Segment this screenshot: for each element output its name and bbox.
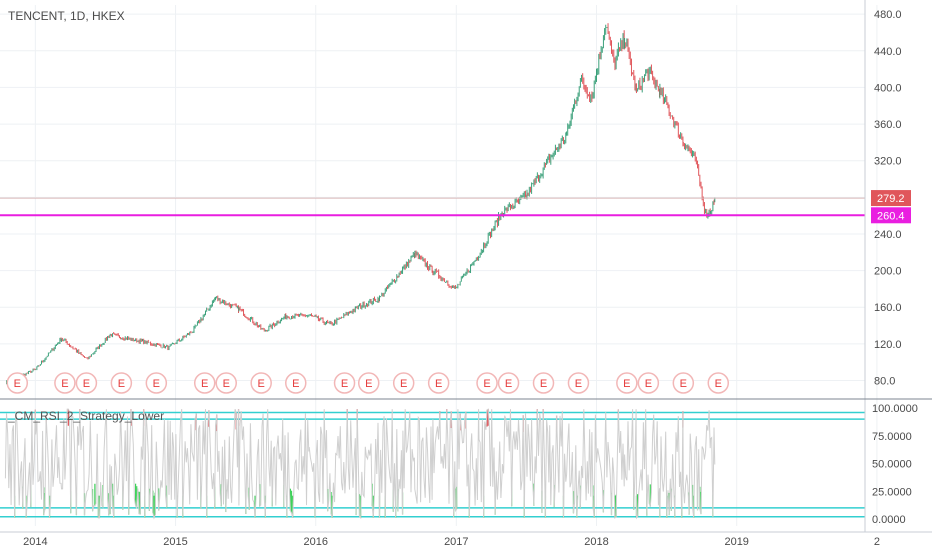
earnings-marker-circle — [54, 372, 76, 394]
price-tick-label: 320.0 — [874, 156, 902, 168]
rsi-tick-label: 0.0000 — [872, 514, 906, 526]
earnings-marker: E — [6, 372, 29, 394]
last-price-tag-label: 279.2 — [877, 193, 905, 205]
earnings-marker-circle — [193, 372, 216, 394]
earnings-marker-label: E — [258, 378, 265, 390]
time-tick-label: 2 — [874, 536, 880, 548]
earnings-marker: E — [427, 372, 450, 394]
earnings-marker: E — [637, 372, 660, 394]
earnings-marker-circle — [250, 372, 272, 394]
earnings-marker-circle — [532, 372, 555, 394]
rsi-tick-label: 75.0000 — [872, 431, 912, 443]
earnings-marker-label: E — [201, 378, 208, 390]
price-tick-label: 360.0 — [874, 119, 902, 131]
earnings-marker-label: E — [575, 378, 582, 390]
time-tick-label: 2017 — [444, 536, 468, 548]
time-tick-label: 2018 — [584, 536, 608, 548]
earnings-marker-circle — [637, 372, 660, 394]
earnings-marker-circle — [672, 372, 695, 394]
earnings-marker-label: E — [540, 378, 547, 390]
support-price-tag: 260.4 — [871, 207, 911, 224]
rsi-line — [4, 408, 716, 520]
rsi-tick-label: 25.0000 — [872, 486, 912, 498]
earnings-marker-label: E — [645, 378, 652, 390]
earnings-marker-circle — [145, 372, 168, 394]
earnings-marker-label: E — [153, 378, 160, 390]
earnings-marker-label: E — [365, 378, 372, 390]
earnings-marker-circle — [427, 372, 450, 394]
earnings-marker: E — [110, 372, 133, 394]
price-tick-label: 400.0 — [874, 82, 902, 94]
time-tick-label: 2016 — [303, 536, 327, 548]
earnings-marker-circle — [110, 372, 133, 394]
price-tick-label: 200.0 — [874, 266, 902, 278]
earnings-marker-label: E — [623, 378, 630, 390]
earnings-marker-circle — [285, 372, 307, 394]
earnings-marker-circle — [333, 372, 356, 394]
last-price-tag: 279.2 — [871, 190, 911, 207]
earnings-marker-circle — [707, 372, 730, 394]
earnings-marker-label: E — [14, 378, 21, 390]
earnings-marker-label: E — [83, 378, 90, 390]
earnings-marker-label: E — [341, 378, 348, 390]
earnings-marker: E — [707, 372, 730, 394]
earnings-marker-label: E — [680, 378, 687, 390]
earnings-marker-label: E — [223, 378, 230, 390]
chart-title: TENCENT, 1D, HKEX — [8, 9, 125, 23]
earnings-marker-label: E — [435, 378, 442, 390]
earnings-marker: E — [392, 372, 415, 394]
earnings-marker-circle — [616, 372, 638, 394]
earnings-marker-label: E — [292, 378, 299, 390]
earnings-marker-circle — [497, 372, 520, 394]
earnings-marker-label: E — [483, 378, 490, 390]
earnings-marker-label: E — [118, 378, 125, 390]
earnings-marker: E — [497, 372, 520, 394]
time-tick-label: 2015 — [163, 536, 187, 548]
earnings-marker: E — [357, 372, 380, 394]
earnings-marker-circle — [392, 372, 415, 394]
price-tick-label: 240.0 — [874, 229, 902, 241]
earnings-marker-circle — [476, 372, 498, 394]
time-tick-label: 2014 — [23, 536, 47, 548]
earnings-marker: E — [285, 372, 307, 394]
earnings-marker-circle — [357, 372, 380, 394]
support-price-tag-bg — [871, 207, 911, 224]
price-tick-label: 440.0 — [874, 46, 902, 58]
earnings-marker-label: E — [61, 378, 68, 390]
earnings-marker-label: E — [715, 378, 722, 390]
earnings-marker: E — [193, 372, 216, 394]
time-tick-label: 2019 — [724, 536, 748, 548]
earnings-marker: E — [54, 372, 76, 394]
rsi-tick-label: 100.0000 — [872, 403, 918, 415]
earnings-marker-circle — [215, 372, 237, 394]
price-tick-label: 160.0 — [874, 302, 902, 314]
earnings-marker: E — [616, 372, 638, 394]
last-price-tag-bg — [871, 190, 911, 207]
earnings-marker: E — [567, 372, 590, 394]
price-tick-label: 120.0 — [874, 339, 902, 351]
earnings-marker: E — [250, 372, 272, 394]
earnings-marker: E — [145, 372, 168, 394]
earnings-marker-circle — [6, 372, 29, 394]
price-tick-label: 480.0 — [874, 9, 902, 21]
rsi-tick-label: 50.0000 — [872, 459, 912, 471]
earnings-marker-label: E — [505, 378, 512, 390]
earnings-marker: E — [476, 372, 498, 394]
earnings-marker-circle — [75, 372, 98, 394]
price-tick-label: 80.0 — [874, 376, 895, 388]
earnings-marker: E — [532, 372, 555, 394]
earnings-marker: E — [672, 372, 695, 394]
earnings-marker: E — [333, 372, 356, 394]
support-price-tag-label: 260.4 — [877, 210, 905, 222]
earnings-marker-label: E — [400, 378, 407, 390]
indicator-name: _CM_RSI_2_Strategy_Lower — [7, 409, 164, 423]
earnings-marker: E — [75, 372, 98, 394]
earnings-marker-circle — [567, 372, 590, 394]
earnings-marker: E — [215, 372, 237, 394]
